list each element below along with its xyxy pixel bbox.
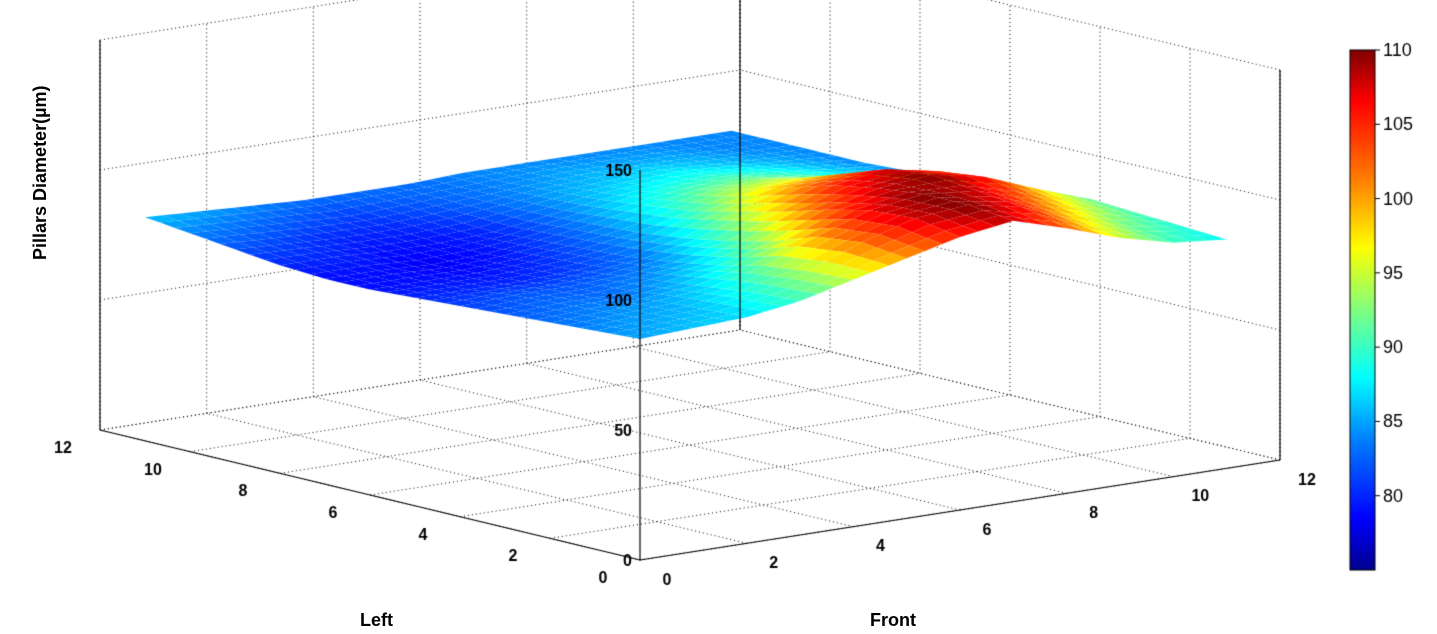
surface-canvas (0, 0, 1437, 634)
surface-plot-container: Pillars Diameter(µm) Left Front (0, 0, 1437, 634)
z-axis-label-text: Pillars Diameter(µm) (30, 86, 51, 260)
x-axis-label-text: Front (870, 610, 916, 631)
y-axis-label-text: Left (360, 610, 393, 631)
